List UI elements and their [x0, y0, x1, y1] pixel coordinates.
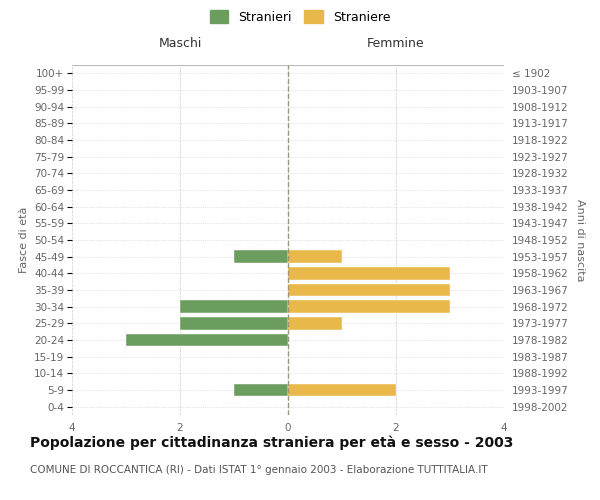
Text: Popolazione per cittadinanza straniera per età e sesso - 2003: Popolazione per cittadinanza straniera p… — [30, 435, 514, 450]
Bar — [126, 334, 288, 346]
Bar — [180, 317, 288, 330]
Bar — [288, 267, 450, 280]
Text: COMUNE DI ROCCANTICA (RI) - Dati ISTAT 1° gennaio 2003 - Elaborazione TUTTITALIA: COMUNE DI ROCCANTICA (RI) - Dati ISTAT 1… — [30, 465, 488, 475]
Text: Maschi: Maschi — [158, 37, 202, 50]
Bar — [288, 384, 396, 396]
Bar — [234, 384, 288, 396]
Y-axis label: Anni di nascita: Anni di nascita — [575, 198, 585, 281]
Bar — [288, 284, 450, 296]
Bar — [288, 317, 342, 330]
Bar — [234, 250, 288, 263]
Y-axis label: Fasce di età: Fasce di età — [19, 207, 29, 273]
Bar — [288, 250, 342, 263]
Legend: Stranieri, Straniere: Stranieri, Straniere — [206, 6, 394, 28]
Text: Femmine: Femmine — [367, 37, 425, 50]
Bar — [180, 300, 288, 313]
Bar — [288, 300, 450, 313]
